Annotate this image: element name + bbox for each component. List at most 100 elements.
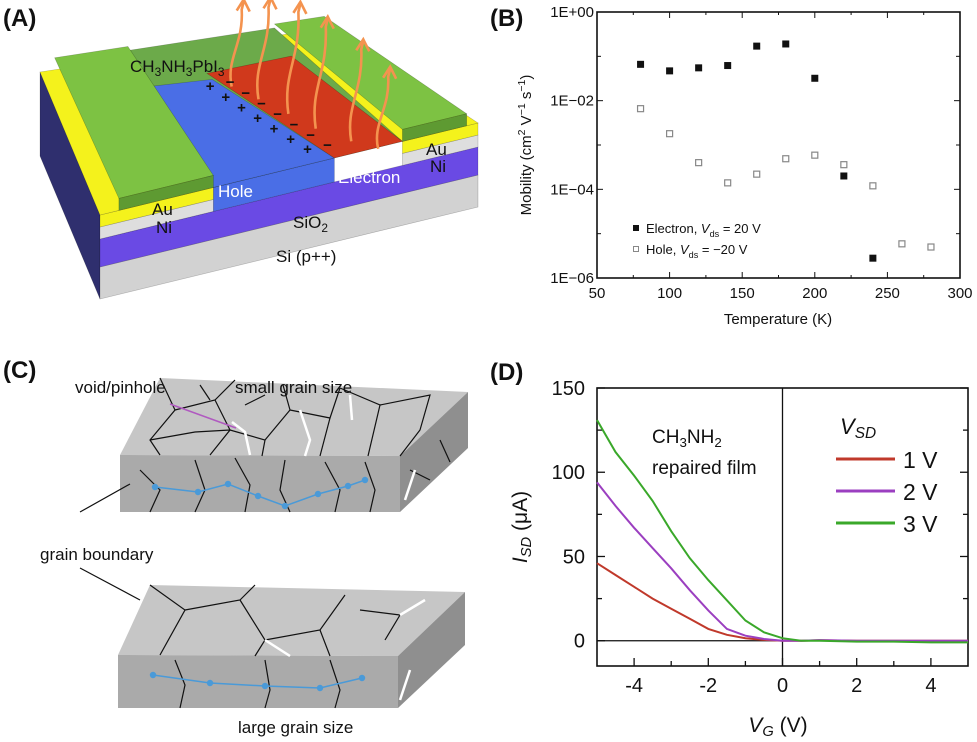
text-part: Mobility (cm: [518, 135, 535, 215]
y-tick-label: 1E−06: [550, 270, 594, 287]
legend: 1 V 2 V 3 V: [836, 447, 938, 537]
panel-b-mobility-chart: (B) 50 100 150 200 250 300 1E+00 1E−02 1E−04 1E−0…: [490, 4, 973, 328]
boundary-pointer-bottom: [79, 567, 141, 601]
slab-side: [400, 392, 468, 512]
text-part: V: [840, 414, 857, 439]
text-part: V: [748, 714, 764, 737]
sio2-layer-front: [99, 146, 479, 268]
electron-point: [637, 60, 645, 68]
annotation-line-1: CH3NH2: [652, 427, 722, 450]
au-right-label: Au: [426, 140, 447, 159]
axis-ticks: 50 100 150 200 250 300 1E+00 1E−02 1E−04 1E−06: [550, 4, 972, 302]
legend: Electron, Vds = 20 V Hole, Vds = −20 V: [633, 221, 761, 260]
electron-point: [811, 74, 819, 82]
series-line-3v: [596, 419, 968, 644]
text-part: NH: [687, 427, 714, 448]
emission-arrow: [229, 1, 245, 87]
carrier-dot: [224, 480, 232, 488]
ni-left-label: Ni: [156, 218, 172, 237]
text-part: 2: [714, 435, 721, 450]
x-tick-label: 100: [657, 285, 682, 302]
grain-boundary-label: grain boundary: [40, 545, 154, 564]
y-tick-label: 1E−04: [550, 181, 594, 198]
carrier-dot: [358, 674, 366, 682]
y-axis-label: Mobility (cm2 V−1 s−1): [516, 75, 535, 216]
legend-marker-hole: [633, 246, 639, 252]
text-part: CH: [652, 427, 679, 448]
carrier-dot: [361, 476, 369, 484]
hole-point: [636, 105, 645, 113]
arrow-head: [262, 0, 278, 10]
x-tick-label: 2: [851, 675, 862, 697]
plus-sign: +: [237, 100, 246, 117]
au-left-label: Au: [152, 200, 173, 219]
hole-point: [927, 243, 935, 251]
electron-point: [695, 64, 703, 72]
text-part: ds: [689, 250, 699, 260]
text-part: SD: [855, 425, 876, 442]
hole-point: [869, 182, 877, 190]
x-tick-label: 150: [730, 285, 755, 302]
text-part: repaired film: [652, 458, 757, 479]
substrate-label: Si (p++): [276, 247, 336, 266]
emission-arrow: [313, 18, 330, 129]
hole-point: [782, 155, 790, 163]
voids: [231, 394, 417, 501]
text-part: 3: [218, 65, 225, 79]
axis-ticks: -4 -2 0 2 4 0 50 100 150: [552, 378, 968, 697]
legend-title: VSD: [840, 414, 876, 442]
left-electrode-cover-front: [118, 175, 214, 211]
minus-sign: −: [241, 85, 250, 102]
y-axis-label: ISD (μA): [509, 491, 535, 563]
text-part: Electron,: [646, 221, 701, 236]
emission-arrow: [256, 0, 272, 100]
carrier-paths: [149, 476, 369, 692]
y-tick-label: 1E−02: [550, 93, 594, 110]
hole-point: [898, 240, 906, 248]
legend-label: 2 V: [903, 479, 938, 505]
emission-arrow: [348, 41, 365, 142]
minus-sign: −: [273, 106, 282, 123]
plus-sign: +: [253, 110, 262, 127]
grain-boundaries: [139, 377, 451, 513]
void-pinhole-label: void/pinhole: [75, 378, 166, 397]
text-part: 3: [679, 435, 686, 450]
x-tick-label: -4: [625, 675, 643, 697]
carrier-dot: [194, 488, 202, 496]
plus-sign: +: [286, 131, 295, 148]
arrow-head: [319, 14, 335, 30]
plus-sign: +: [270, 121, 279, 138]
hole-point: [811, 151, 819, 159]
right-electrode-cover-front: [402, 113, 467, 142]
text-part: Hole,: [646, 242, 680, 257]
text-part: I: [509, 557, 532, 563]
text-part: (μA): [509, 491, 532, 537]
hole-point: [695, 159, 703, 167]
minus-sign: −: [257, 96, 266, 113]
electron-point: [666, 67, 674, 75]
hole-point: [665, 130, 674, 138]
arrow-head: [235, 0, 251, 13]
y-tick-label: 0: [574, 631, 585, 653]
legend-label: 1 V: [903, 447, 938, 473]
large-grain-label: large grain size: [238, 718, 353, 737]
void-pointer-arrow: [169, 403, 237, 429]
text-part: V: [518, 115, 535, 129]
carrier-dot: [151, 483, 159, 491]
text-part: 2: [321, 221, 328, 235]
emission-arrow: [375, 68, 392, 150]
text-part: 3: [186, 65, 193, 79]
panel-c-letter: (C): [3, 357, 36, 384]
arrow-head: [355, 36, 371, 52]
y-tick-label: 1E+00: [550, 4, 594, 21]
minus-sign: −: [226, 74, 235, 91]
sio2-label: SiO2: [293, 213, 328, 235]
emission-arrows: [229, 0, 398, 150]
x-axis-label: VG (V): [748, 714, 807, 740]
minus-sign: −: [323, 137, 332, 154]
data-lines: [596, 419, 968, 644]
data-points: [636, 40, 935, 262]
y-tick-label: 150: [552, 378, 585, 400]
